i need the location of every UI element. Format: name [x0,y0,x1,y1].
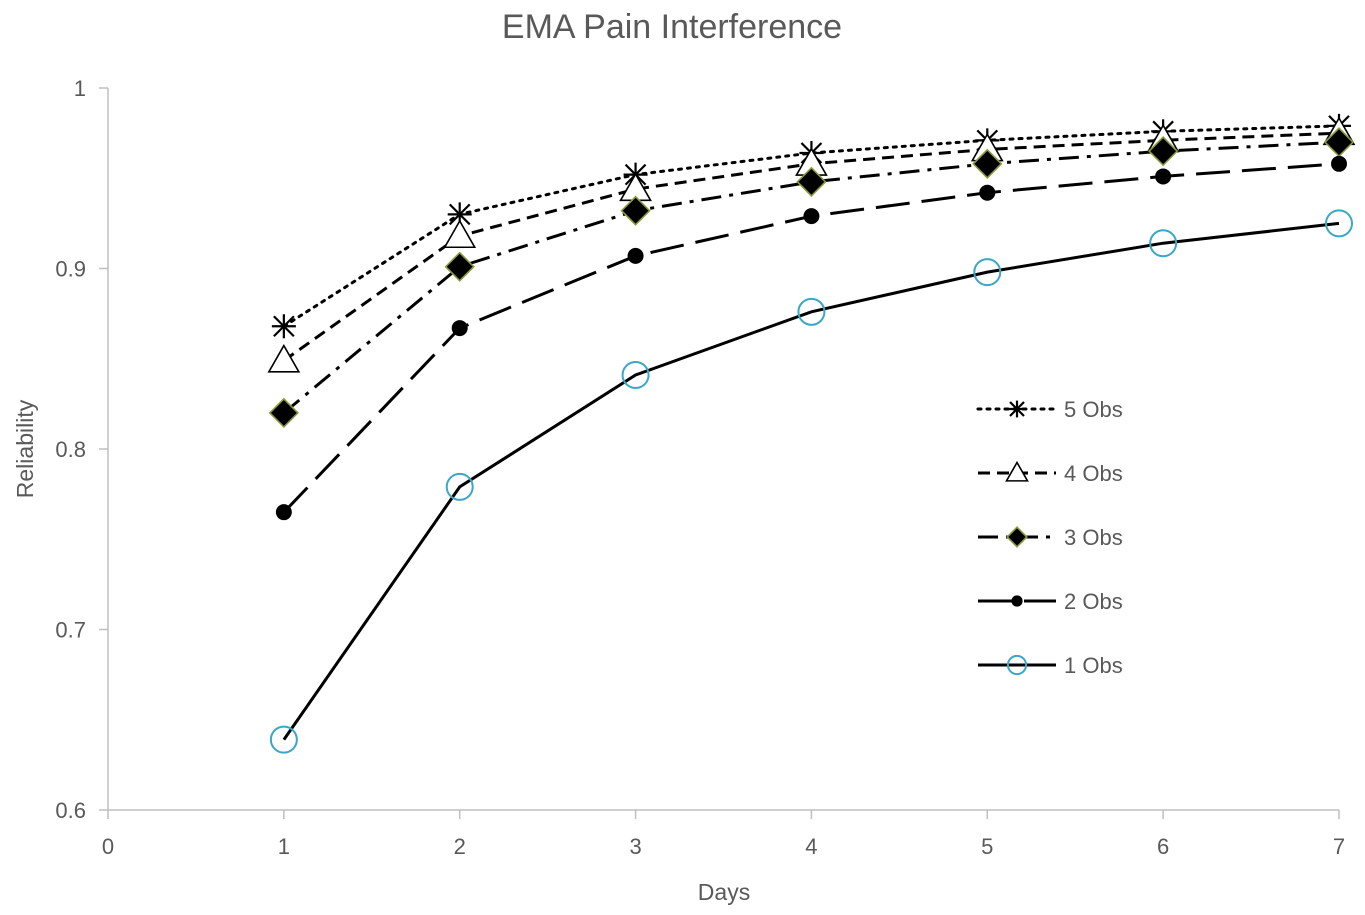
data-point-marker [1331,155,1347,172]
x-tick-label: 0 [102,834,114,859]
data-point-marker [268,397,299,429]
legend-label: 5 Obs [1064,397,1123,422]
legend-item: 3 Obs [978,525,1123,550]
series-4-obs [267,116,1356,373]
x-tick-label: 4 [805,834,817,859]
data-point-marker [271,314,296,339]
x-tick-label: 7 [1333,834,1345,859]
data-point-marker [973,258,1002,287]
series-2-obs [275,155,1347,521]
y-tick-label: 1 [74,76,86,101]
x-tick-label: 3 [629,834,641,859]
x-tick-label: 6 [1157,834,1169,859]
data-point-marker [620,195,651,226]
legend: 5 Obs 4 Obs 3 Obs 2 Obs 1 Obs [976,397,1123,678]
x-tick-label: 2 [454,834,466,859]
legend-item: 4 Obs [978,460,1123,486]
data-point-marker [275,504,292,521]
data-point-marker [796,166,827,197]
x-tick-label: 1 [278,834,290,859]
data-point-marker [803,208,820,225]
data-point-marker [443,219,477,249]
legend-marker [1005,460,1029,482]
y-tick-label: 0.7 [55,618,86,643]
data-point-marker [979,184,996,201]
plot-area [267,113,1356,754]
legend-item: 5 Obs [976,397,1123,422]
x-tick-label: 5 [981,834,993,859]
data-point-marker [627,247,644,264]
data-point-marker [1148,136,1179,167]
legend-label: 4 Obs [1064,461,1123,486]
legend-item: 1 Obs [978,653,1123,678]
data-point-marker [1155,168,1172,185]
data-point-marker [1149,229,1178,258]
legend-marker [1008,400,1026,418]
series-3-obs [268,127,1355,429]
data-point-marker [451,320,468,337]
x-axis-label: Days [698,879,750,905]
data-point-marker [444,251,475,282]
series-line [282,221,1340,741]
y-tick-label: 0.8 [55,437,86,462]
legend-marker [1006,526,1028,548]
data-point-marker [797,297,826,326]
legend-marker [1011,595,1023,607]
legend-label: 1 Obs [1064,653,1123,678]
data-point-marker [269,725,298,754]
legend-label: 3 Obs [1064,525,1123,550]
y-tick-label: 0.9 [55,257,86,282]
y-axis-label: Reliability [12,399,38,498]
legend-marker [1006,654,1028,676]
data-point-marker [621,360,650,389]
series-1-obs [269,209,1353,754]
chart-title: EMA Pain Interference [502,8,842,46]
axes: 0.6 0.7 0.8 0.9 1 0 1 2 3 4 5 6 7 [55,76,1345,859]
data-point-marker [445,472,474,501]
y-tick-label: 0.6 [55,798,86,823]
data-point-marker [267,343,301,373]
data-point-marker [972,148,1003,179]
legend-item: 2 Obs [978,589,1123,614]
legend-label: 2 Obs [1064,589,1123,614]
data-point-marker [1325,209,1353,238]
